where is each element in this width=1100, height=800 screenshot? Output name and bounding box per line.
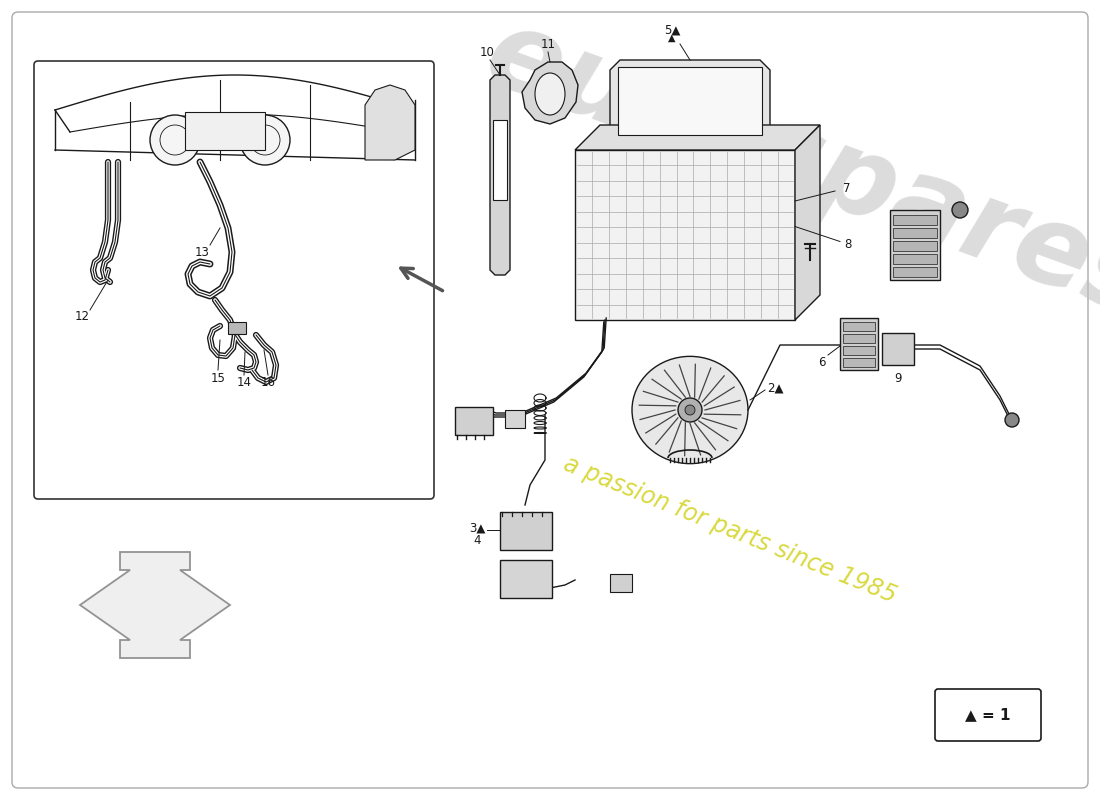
Text: ▲ = 1: ▲ = 1 (966, 707, 1011, 722)
FancyBboxPatch shape (935, 689, 1041, 741)
Circle shape (240, 115, 290, 165)
Bar (893, 228, 937, 238)
Bar (893, 241, 937, 251)
Text: 11: 11 (540, 38, 556, 50)
Text: 13: 13 (195, 246, 209, 258)
Bar (893, 267, 937, 277)
Polygon shape (365, 85, 415, 160)
Text: 2▲: 2▲ (767, 382, 783, 394)
Bar (505, 410, 525, 428)
Text: 9: 9 (894, 371, 902, 385)
Circle shape (150, 115, 200, 165)
Text: 7: 7 (844, 182, 850, 195)
Bar (493, 120, 507, 200)
Polygon shape (575, 125, 820, 150)
Polygon shape (795, 125, 820, 320)
Text: 6: 6 (818, 355, 826, 369)
Text: eurospares: eurospares (472, 0, 1100, 341)
Ellipse shape (535, 73, 565, 115)
Circle shape (1005, 413, 1019, 427)
Bar (455, 407, 493, 435)
Bar (893, 215, 937, 225)
Bar (843, 322, 874, 331)
Text: 8: 8 (845, 238, 851, 251)
Bar (843, 358, 874, 367)
Text: 3▲: 3▲ (469, 522, 485, 534)
Bar (185, 112, 265, 150)
Circle shape (678, 398, 702, 422)
Bar (575, 150, 795, 320)
Circle shape (685, 405, 695, 415)
Text: a passion for parts since 1985: a passion for parts since 1985 (560, 452, 900, 608)
Bar (610, 574, 632, 592)
Bar (840, 318, 878, 370)
Polygon shape (490, 75, 510, 275)
Bar (843, 346, 874, 355)
Bar (890, 210, 940, 280)
Text: 12: 12 (75, 310, 89, 322)
Circle shape (952, 202, 968, 218)
Bar (882, 333, 914, 365)
Text: 15: 15 (210, 371, 225, 385)
Polygon shape (80, 552, 230, 658)
Bar (228, 322, 246, 334)
Bar (618, 67, 762, 135)
Bar (500, 512, 552, 550)
FancyBboxPatch shape (34, 61, 434, 499)
Text: 14: 14 (236, 377, 252, 390)
Ellipse shape (632, 356, 748, 464)
FancyBboxPatch shape (12, 12, 1088, 788)
Bar (500, 560, 552, 598)
Text: 10: 10 (480, 46, 494, 58)
Text: ▲: ▲ (669, 33, 675, 43)
Bar (843, 334, 874, 343)
Bar (893, 254, 937, 264)
Polygon shape (522, 62, 578, 124)
Text: 4: 4 (473, 534, 481, 546)
Text: 5▲: 5▲ (663, 23, 680, 37)
Text: 16: 16 (261, 377, 275, 390)
Polygon shape (610, 60, 770, 142)
